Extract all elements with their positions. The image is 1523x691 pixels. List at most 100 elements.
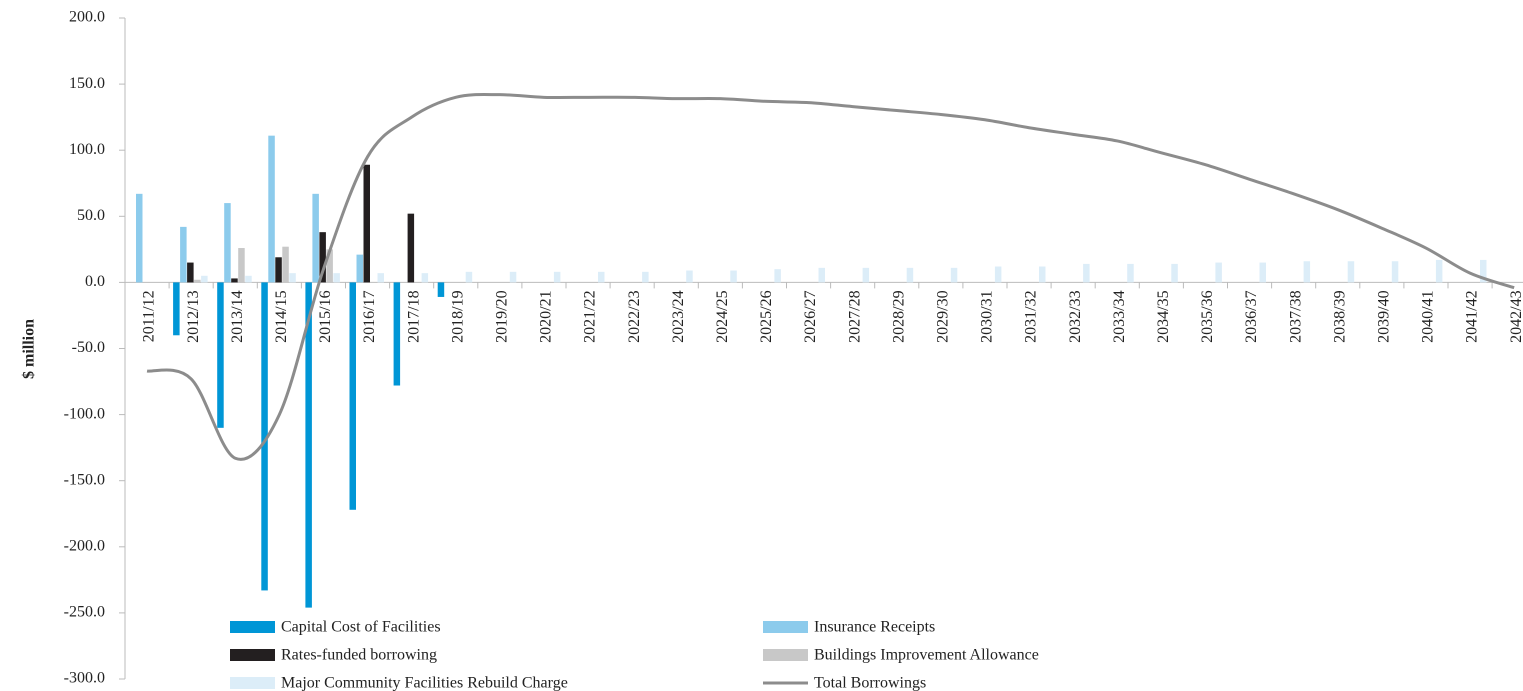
legend-label: Rates-funded borrowing <box>281 647 437 664</box>
bar <box>201 275 208 283</box>
x-tick-label: 2014/15 <box>273 290 290 342</box>
bar <box>275 257 282 283</box>
y-tick-label: -300.0 <box>64 670 105 687</box>
bar <box>326 249 333 283</box>
y-tick-label: 200.0 <box>69 9 105 26</box>
bar <box>1171 263 1178 283</box>
bar <box>245 275 252 283</box>
bar <box>1480 259 1487 283</box>
bar <box>1303 261 1311 283</box>
bar <box>730 270 737 283</box>
bar <box>1391 261 1399 283</box>
x-tick-label: 2036/37 <box>1243 290 1260 342</box>
x-tick-label: 2030/31 <box>979 290 996 342</box>
x-tick-label: 2019/20 <box>493 290 510 342</box>
bar <box>363 164 370 283</box>
legend-label: Buildings Improvement Allowance <box>814 647 1039 664</box>
bar <box>1215 262 1222 283</box>
bar <box>187 262 194 283</box>
bar <box>465 271 473 283</box>
bar <box>261 282 268 591</box>
x-tick-label: 2029/30 <box>934 290 951 342</box>
x-tick-label: 2028/29 <box>890 290 907 342</box>
y-tick-label: 100.0 <box>69 141 105 158</box>
bar <box>437 282 445 297</box>
y-tick-label: -150.0 <box>64 471 105 488</box>
bar <box>377 273 384 283</box>
bar <box>994 266 1002 283</box>
bar <box>238 248 245 283</box>
x-tick-label: 2035/36 <box>1199 290 1216 342</box>
bar <box>393 282 401 386</box>
x-tick-label: 2039/40 <box>1375 290 1392 342</box>
x-tick-label: 2041/42 <box>1464 290 1481 342</box>
y-tick-label: 50.0 <box>77 207 105 224</box>
bar <box>194 279 201 283</box>
bar <box>818 267 825 283</box>
legend-label: Insurance Receipts <box>814 619 935 636</box>
legend-label: Total Borrowings <box>814 675 926 691</box>
bar <box>173 282 180 336</box>
x-tick-label: 2026/27 <box>802 290 819 342</box>
x-tick-label: 2021/22 <box>582 290 599 342</box>
bar <box>305 282 312 608</box>
bar <box>1083 263 1090 283</box>
bar <box>1127 263 1134 283</box>
legend-label: Major Community Facilities Rebuild Charg… <box>281 675 568 691</box>
x-tick-label: 2022/23 <box>626 290 643 342</box>
x-tick-label: 2038/39 <box>1331 290 1348 342</box>
x-tick-label: 2027/28 <box>846 290 863 342</box>
bar <box>224 203 231 283</box>
bar <box>774 269 781 283</box>
y-tick-label: -100.0 <box>64 405 105 422</box>
x-tick-label: 2013/14 <box>229 290 246 342</box>
x-tick-label: 2016/17 <box>361 290 378 342</box>
x-tick-label: 2015/16 <box>317 290 334 342</box>
y-tick-label: 150.0 <box>69 75 105 92</box>
x-tick-label: 2032/33 <box>1067 290 1084 342</box>
legend-swatch <box>763 649 808 661</box>
x-tick-label: 2033/34 <box>1111 290 1128 342</box>
x-tick-label: 2012/13 <box>185 290 202 342</box>
bar <box>136 193 143 283</box>
x-tick-label: 2023/24 <box>670 290 687 342</box>
bar <box>268 135 275 283</box>
bar <box>553 271 561 283</box>
x-tick-label: 2042/43 <box>1508 290 1523 342</box>
bar <box>1259 262 1266 283</box>
bar <box>509 271 517 283</box>
legend-swatch <box>230 649 275 661</box>
bar <box>356 254 363 283</box>
legend-swatch <box>763 621 808 633</box>
legend-swatch <box>230 677 275 689</box>
bar <box>598 271 605 283</box>
x-tick-label: 2011/12 <box>141 290 158 342</box>
legend-label: Capital Cost of Facilities <box>281 619 441 636</box>
bar <box>862 267 870 283</box>
bar <box>319 232 326 283</box>
bar <box>421 273 429 283</box>
x-tick-label: 2024/25 <box>714 290 731 342</box>
bar <box>289 273 296 283</box>
x-tick-label: 2018/19 <box>449 290 466 342</box>
bar <box>312 193 319 283</box>
x-tick-label: 2040/41 <box>1420 290 1437 342</box>
bar <box>407 213 415 283</box>
y-tick-label: -50.0 <box>72 339 105 356</box>
legend-swatch <box>230 621 275 633</box>
bar <box>1347 261 1355 283</box>
x-tick-label: 2037/38 <box>1287 290 1304 342</box>
bar <box>282 246 289 283</box>
y-axis-label: $ million <box>21 319 38 379</box>
bar <box>231 278 238 283</box>
bar <box>349 282 356 510</box>
bar <box>642 271 649 283</box>
x-tick-label: 2031/32 <box>1023 290 1040 342</box>
bar <box>686 270 693 283</box>
bar <box>1039 266 1046 283</box>
bar <box>217 282 224 428</box>
bar <box>333 273 340 283</box>
y-tick-label: -250.0 <box>64 604 105 621</box>
bar <box>950 267 958 283</box>
line <box>146 93 1515 461</box>
